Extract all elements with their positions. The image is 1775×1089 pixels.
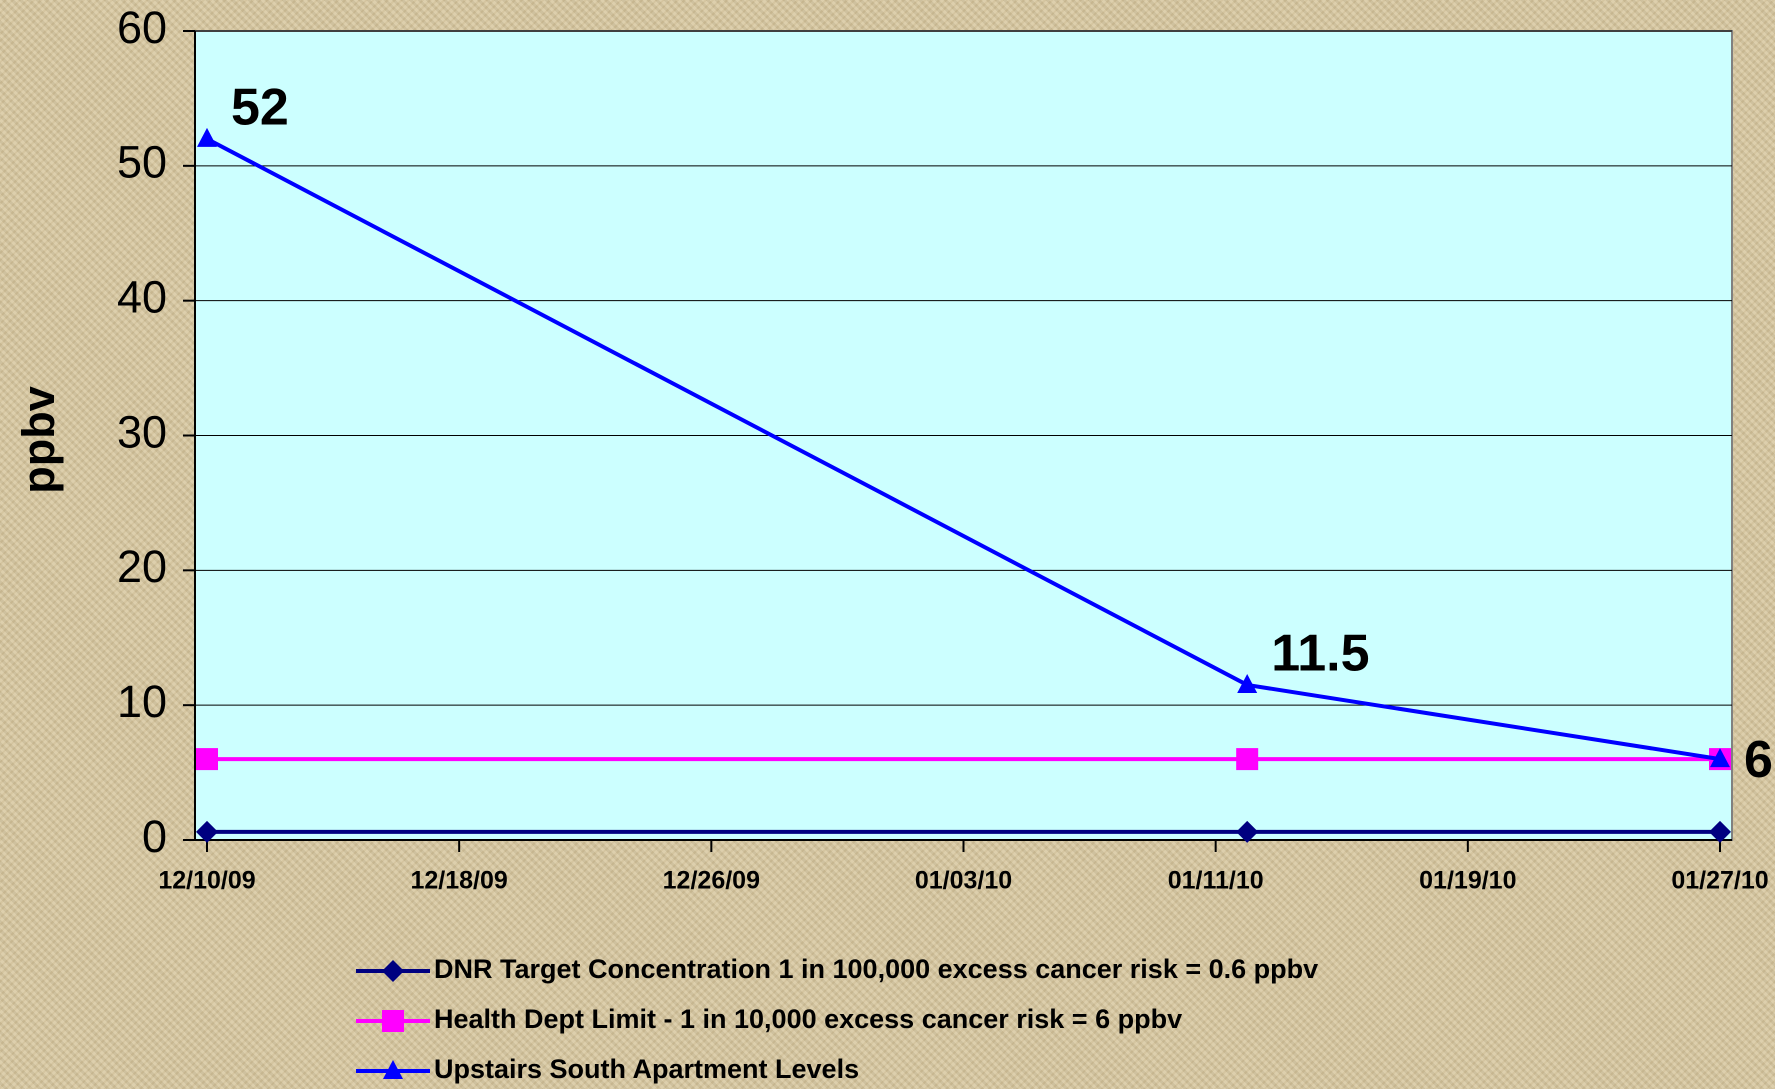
y-axis-label: ppbv [13,386,64,494]
legend-label: Upstairs South Apartment Levels [434,1054,859,1084]
legend-marker [382,960,404,982]
data-point [1710,748,1730,768]
data-point [1237,673,1258,693]
data-point [196,820,218,843]
x-tick-label: 12/18/09 [411,867,508,895]
x-tick-label: 12/26/09 [663,867,760,895]
y-tick-label: 10 [117,676,167,727]
x-tick-label: 12/10/09 [158,867,255,895]
y-tick-label: 40 [117,272,167,323]
data-label: 52 [231,79,289,137]
data-point [197,127,217,147]
data-label: 6 [1744,731,1773,789]
data-point [1236,820,1259,843]
data-point [196,748,218,771]
data-label: 11.5 [1271,625,1369,683]
legend-label: DNR Target Concentration 1 in 100,000 ex… [434,954,1318,984]
y-tick-label: 60 [117,2,167,53]
x-tick-label: 01/27/10 [1671,867,1768,895]
x-tick-label: 01/19/10 [1419,867,1516,895]
y-tick-label: 30 [117,406,167,457]
x-tick-label: 01/11/10 [1168,867,1264,895]
data-point [1236,748,1259,771]
y-tick-label: 0 [142,811,167,862]
y-tick-label: 50 [117,137,167,188]
legend-label: Health Dept Limit - 1 in 10,000 excess c… [434,1004,1182,1034]
legend-marker [382,1010,404,1032]
x-tick-label: 01/03/10 [915,867,1012,895]
legend-marker [383,1060,403,1079]
y-tick-label: 20 [117,541,167,592]
data-point [1709,820,1731,843]
